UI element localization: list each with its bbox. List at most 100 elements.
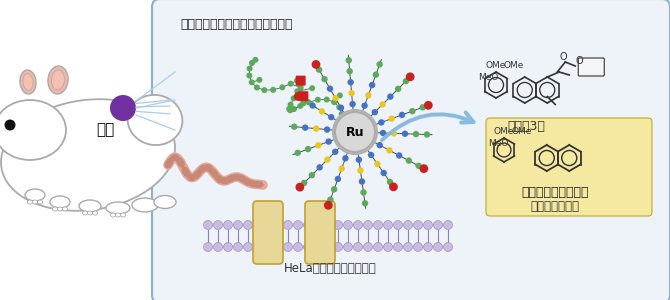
Circle shape <box>324 201 333 210</box>
Circle shape <box>253 242 263 251</box>
Ellipse shape <box>106 202 130 214</box>
Circle shape <box>413 220 423 230</box>
Circle shape <box>302 124 308 131</box>
Circle shape <box>358 178 365 185</box>
FancyBboxPatch shape <box>578 58 604 76</box>
Circle shape <box>346 57 352 64</box>
Circle shape <box>283 220 293 230</box>
Ellipse shape <box>33 200 38 204</box>
Circle shape <box>204 220 212 230</box>
Circle shape <box>406 72 415 81</box>
Circle shape <box>301 180 308 186</box>
Circle shape <box>328 114 334 120</box>
Circle shape <box>360 189 366 196</box>
Circle shape <box>396 152 403 159</box>
Ellipse shape <box>115 213 121 217</box>
Circle shape <box>338 165 345 172</box>
Ellipse shape <box>48 66 68 94</box>
Circle shape <box>304 220 312 230</box>
Circle shape <box>310 102 316 109</box>
Circle shape <box>263 220 273 230</box>
Circle shape <box>373 242 383 251</box>
Circle shape <box>273 220 283 230</box>
Circle shape <box>377 142 383 148</box>
Circle shape <box>316 164 323 171</box>
Circle shape <box>315 142 322 148</box>
Circle shape <box>391 130 397 136</box>
Circle shape <box>249 79 255 85</box>
Circle shape <box>423 242 433 251</box>
Circle shape <box>331 99 337 105</box>
Circle shape <box>300 100 306 106</box>
Circle shape <box>433 242 442 251</box>
Circle shape <box>393 220 403 230</box>
Circle shape <box>344 242 352 251</box>
Circle shape <box>335 112 375 152</box>
Text: OMe: OMe <box>494 127 514 136</box>
Circle shape <box>444 242 452 251</box>
Circle shape <box>286 106 292 112</box>
Circle shape <box>300 97 306 103</box>
Circle shape <box>402 130 408 137</box>
Circle shape <box>312 60 320 69</box>
Circle shape <box>234 220 243 230</box>
Ellipse shape <box>20 70 36 94</box>
Circle shape <box>297 82 304 88</box>
Ellipse shape <box>25 189 45 201</box>
FancyBboxPatch shape <box>152 0 670 300</box>
Circle shape <box>349 101 356 107</box>
Circle shape <box>270 87 276 93</box>
Ellipse shape <box>79 200 101 212</box>
Circle shape <box>279 84 285 90</box>
Circle shape <box>297 85 304 91</box>
Circle shape <box>433 220 442 230</box>
Circle shape <box>415 163 422 169</box>
Ellipse shape <box>52 207 58 211</box>
Circle shape <box>403 220 413 230</box>
Circle shape <box>337 92 343 98</box>
FancyBboxPatch shape <box>305 201 335 264</box>
Circle shape <box>348 79 354 86</box>
Circle shape <box>297 103 304 109</box>
Circle shape <box>313 125 320 132</box>
Circle shape <box>324 126 330 133</box>
Circle shape <box>283 242 293 251</box>
Circle shape <box>249 60 255 66</box>
Circle shape <box>327 85 333 92</box>
Circle shape <box>368 152 375 158</box>
Circle shape <box>348 90 355 96</box>
Circle shape <box>293 242 302 251</box>
Circle shape <box>322 76 328 83</box>
Circle shape <box>287 81 293 87</box>
Circle shape <box>423 220 433 230</box>
Circle shape <box>424 101 433 110</box>
Ellipse shape <box>121 213 125 217</box>
Circle shape <box>247 73 253 79</box>
Circle shape <box>334 242 342 251</box>
Circle shape <box>293 220 302 230</box>
FancyBboxPatch shape <box>253 201 283 264</box>
Ellipse shape <box>132 198 158 212</box>
Circle shape <box>336 104 342 110</box>
Circle shape <box>389 116 395 122</box>
Ellipse shape <box>111 213 115 217</box>
Circle shape <box>295 150 301 156</box>
Circle shape <box>327 196 334 203</box>
FancyBboxPatch shape <box>486 118 652 216</box>
Circle shape <box>243 242 253 251</box>
Text: OMe: OMe <box>512 127 532 136</box>
Circle shape <box>309 85 315 91</box>
Circle shape <box>287 102 293 108</box>
Circle shape <box>305 146 312 152</box>
Text: OMe: OMe <box>504 61 524 70</box>
Circle shape <box>377 61 383 68</box>
Ellipse shape <box>154 196 176 208</box>
Circle shape <box>224 220 232 230</box>
Circle shape <box>324 97 330 103</box>
Ellipse shape <box>1 99 175 211</box>
Circle shape <box>362 200 368 206</box>
Circle shape <box>369 82 375 88</box>
Circle shape <box>332 148 338 155</box>
Circle shape <box>332 95 339 101</box>
Circle shape <box>294 78 300 84</box>
